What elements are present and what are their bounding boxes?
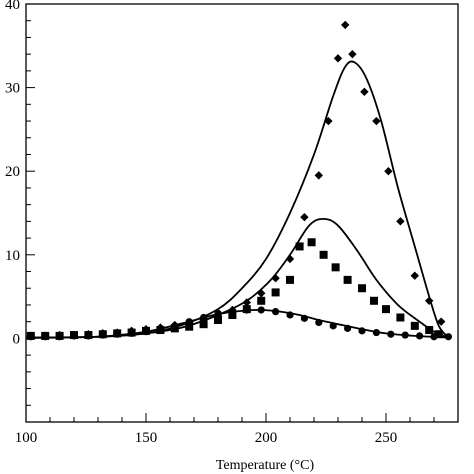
square-point xyxy=(319,250,328,259)
square-point xyxy=(382,305,390,314)
y-tick-label: 20 xyxy=(5,164,20,180)
diamond-point xyxy=(384,167,393,176)
square-point xyxy=(396,313,405,322)
x-tick-label: 250 xyxy=(375,430,398,446)
fit-curve-2 xyxy=(25,217,449,339)
x-tick-label: 150 xyxy=(135,430,158,446)
circle-point xyxy=(315,318,323,327)
square-point xyxy=(358,284,366,293)
diamond-point xyxy=(242,298,251,307)
diamond-point xyxy=(271,274,280,283)
circle-point xyxy=(185,318,193,326)
y-tick-label: 0 xyxy=(13,331,21,347)
circle-point xyxy=(257,306,265,314)
square-point xyxy=(295,242,304,251)
square-point xyxy=(370,296,378,305)
diamond-point xyxy=(341,20,350,30)
circle-point xyxy=(142,328,150,336)
circle-point xyxy=(228,308,236,316)
square-point xyxy=(214,316,222,325)
circle-point xyxy=(200,313,208,322)
circle-point xyxy=(444,333,452,341)
circle-point xyxy=(329,322,337,330)
diamond-point xyxy=(396,217,405,226)
square-point xyxy=(410,321,419,330)
square-point xyxy=(185,322,194,331)
diamond-point xyxy=(372,116,381,126)
circle-point xyxy=(56,333,64,341)
x-axis-label: Temperature (°C) xyxy=(216,458,315,473)
circle-point xyxy=(99,331,107,339)
circle-point xyxy=(387,330,395,338)
y-tick-label: 30 xyxy=(5,81,20,97)
square-point xyxy=(343,275,352,284)
square-point xyxy=(257,296,266,305)
y-tick-label: 10 xyxy=(5,248,20,264)
square-point xyxy=(199,320,208,329)
diamond-point xyxy=(348,49,357,59)
diamond-point xyxy=(314,171,323,180)
circle-point xyxy=(358,327,366,335)
circle-point xyxy=(372,328,380,337)
diamond-point xyxy=(257,289,266,298)
square-point xyxy=(434,330,443,339)
plot-area: 100 150 200 250 0 10 20 30 40 xyxy=(5,0,459,446)
circle-point xyxy=(41,333,49,341)
x-tick-label: 100 xyxy=(15,430,38,446)
fit-curve-1 xyxy=(25,60,450,339)
circle-point xyxy=(171,322,179,330)
circle-point xyxy=(286,311,294,319)
circle-point xyxy=(344,324,352,332)
diamond-point xyxy=(360,87,369,96)
diamond-point xyxy=(324,116,333,126)
circle-point xyxy=(430,333,438,341)
x-tick-label: 200 xyxy=(255,430,278,446)
square-point xyxy=(286,275,294,284)
square-point xyxy=(307,238,316,247)
circle-point xyxy=(113,330,121,338)
circle-point xyxy=(214,309,222,317)
circle-point xyxy=(70,332,78,340)
diamond-point xyxy=(285,254,295,264)
circle-point xyxy=(401,331,409,339)
square-point xyxy=(331,263,340,272)
circle-point xyxy=(156,325,164,333)
diamond-point xyxy=(410,271,419,280)
diamond-point xyxy=(437,317,446,326)
diamond-point xyxy=(333,54,343,63)
diamond-point xyxy=(425,296,434,305)
circle-point xyxy=(27,333,35,341)
circle-point xyxy=(84,332,92,340)
circle-point xyxy=(416,332,424,340)
circle-point xyxy=(272,308,280,316)
plot-frame xyxy=(25,3,459,423)
square-point xyxy=(271,288,280,297)
square-point xyxy=(425,326,434,335)
y-tick-label: 40 xyxy=(5,0,20,13)
circle-point xyxy=(128,329,136,337)
circle-point xyxy=(300,314,308,322)
circle-point xyxy=(243,306,251,314)
diamond-point xyxy=(300,212,309,222)
